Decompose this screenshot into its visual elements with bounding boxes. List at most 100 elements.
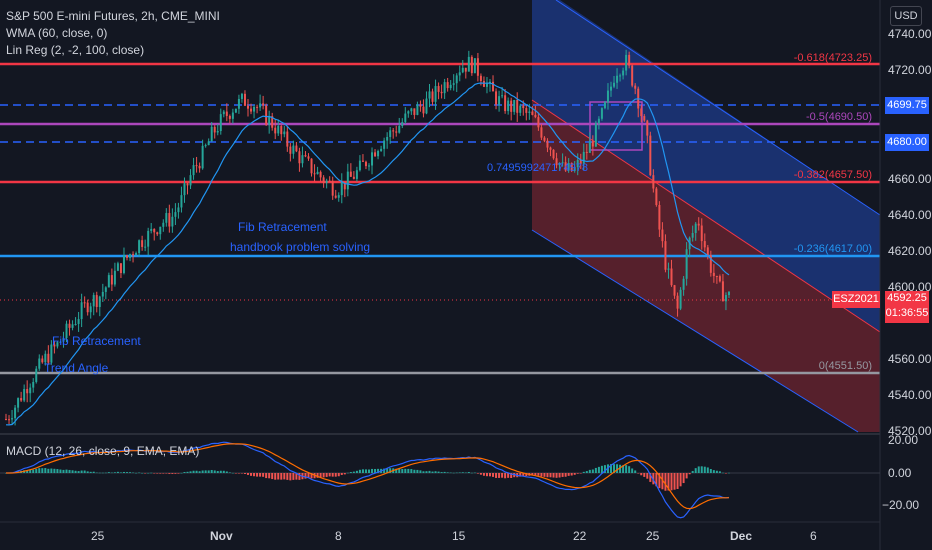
candle-body: [428, 91, 431, 99]
candle-body: [38, 358, 41, 369]
candle-body: [646, 120, 649, 136]
candle-body: [658, 204, 661, 230]
price-tag-4680: 4680.00: [885, 134, 929, 151]
currency-button[interactable]: USD: [890, 6, 922, 26]
macd-bar: [425, 471, 428, 473]
macd-bar: [50, 468, 53, 473]
macd-bar: [479, 473, 482, 475]
price-tick: 4560.00: [888, 352, 932, 366]
selection-box: [589, 101, 643, 151]
candle-body: [449, 84, 452, 89]
macd-tick: −20.00: [882, 498, 920, 512]
macd-bar: [280, 473, 283, 480]
macd-bar: [676, 473, 679, 489]
macd-bar: [35, 468, 38, 473]
annotation-handbook[interactable]: handbook problem solving: [230, 240, 371, 254]
candle-body: [700, 225, 703, 242]
annotation-fib-retracement[interactable]: Fib Retracement: [52, 334, 141, 348]
candle-body: [156, 232, 159, 235]
candle-body: [631, 65, 634, 86]
macd-bar: [29, 469, 32, 473]
macd-bar: [383, 468, 386, 473]
macd-bar: [718, 471, 721, 473]
candle-body: [625, 54, 628, 71]
candle-body: [380, 148, 383, 151]
macd-bar: [126, 472, 128, 473]
annotation-trend-angle[interactable]: Trend Angle: [44, 361, 109, 375]
macd-bar: [189, 471, 192, 473]
macd-bar: [685, 473, 688, 479]
candle-body: [228, 115, 231, 119]
linreg-legend[interactable]: Lin Reg (2, -2, 100, close): [6, 43, 145, 57]
candle-body: [613, 82, 616, 87]
candle-body: [667, 268, 670, 270]
macd-bar: [567, 473, 570, 476]
macd-bar: [328, 473, 331, 477]
candle-body: [101, 291, 104, 297]
candle-body: [510, 100, 513, 112]
candle-body: [552, 149, 555, 159]
candle-body: [715, 276, 718, 278]
macd-bar: [168, 473, 171, 474]
macd-bar: [498, 473, 501, 478]
macd-bar: [519, 473, 522, 477]
macd-bar: [395, 468, 398, 473]
candle-body: [174, 212, 177, 217]
macd-bar: [231, 472, 234, 474]
macd-bar: [679, 473, 682, 487]
candle-body: [35, 368, 38, 382]
annotation-fib-retracement[interactable]: Fib Retracement: [238, 220, 327, 234]
macd-bar: [240, 473, 243, 474]
candle-body: [549, 147, 552, 150]
macd-bar: [691, 470, 694, 473]
macd-bar: [694, 468, 697, 473]
macd-bar: [555, 473, 558, 478]
macd-bar: [92, 471, 95, 473]
time-tick: 8: [335, 529, 342, 543]
candle-body: [401, 122, 404, 126]
macd-bar: [712, 470, 715, 473]
macd-bar: [286, 473, 289, 480]
macd-bar: [138, 472, 141, 474]
macd-bar: [165, 473, 168, 474]
candle-body: [301, 155, 304, 164]
candle-body: [573, 167, 576, 171]
candle-body: [86, 302, 89, 313]
candle-body: [234, 108, 237, 113]
candle-body: [507, 100, 510, 112]
candle-body: [316, 171, 319, 175]
candle-body: [567, 162, 570, 171]
candle-body: [619, 75, 622, 77]
macd-bar: [721, 472, 724, 474]
macd-bar: [53, 468, 56, 473]
macd-bar: [422, 471, 425, 473]
candle-body: [250, 108, 253, 112]
macd-bar: [334, 473, 337, 477]
macd-bar: [219, 470, 222, 473]
macd-bar: [174, 473, 177, 474]
macd-bar: [661, 473, 664, 490]
macd-bar: [576, 473, 579, 474]
candle-body: [195, 165, 198, 167]
candle-body: [210, 126, 213, 142]
wma-legend[interactable]: WMA (60, close, 0): [6, 26, 108, 40]
candle-body: [313, 173, 316, 175]
candle-body: [265, 105, 268, 125]
macd-bar: [213, 470, 216, 473]
macd-bar: [407, 468, 410, 473]
symbol-title[interactable]: S&P 500 E-mini Futures, 2h, CME_MINI: [6, 9, 220, 23]
candle-body: [482, 81, 485, 87]
candle-body: [673, 285, 676, 296]
candle-body: [585, 151, 588, 153]
macd-bar: [600, 465, 603, 473]
macd-tick: 0.00: [888, 466, 912, 480]
macd-bar: [107, 472, 110, 473]
macd-bar: [56, 469, 59, 473]
macd-bar: [322, 473, 325, 478]
candle-body: [340, 182, 343, 196]
candle-body: [727, 291, 730, 296]
candle-body: [189, 175, 192, 186]
candle-body: [77, 319, 80, 324]
macd-legend[interactable]: MACD (12, 26, close, 9, EMA, EMA): [6, 444, 200, 458]
